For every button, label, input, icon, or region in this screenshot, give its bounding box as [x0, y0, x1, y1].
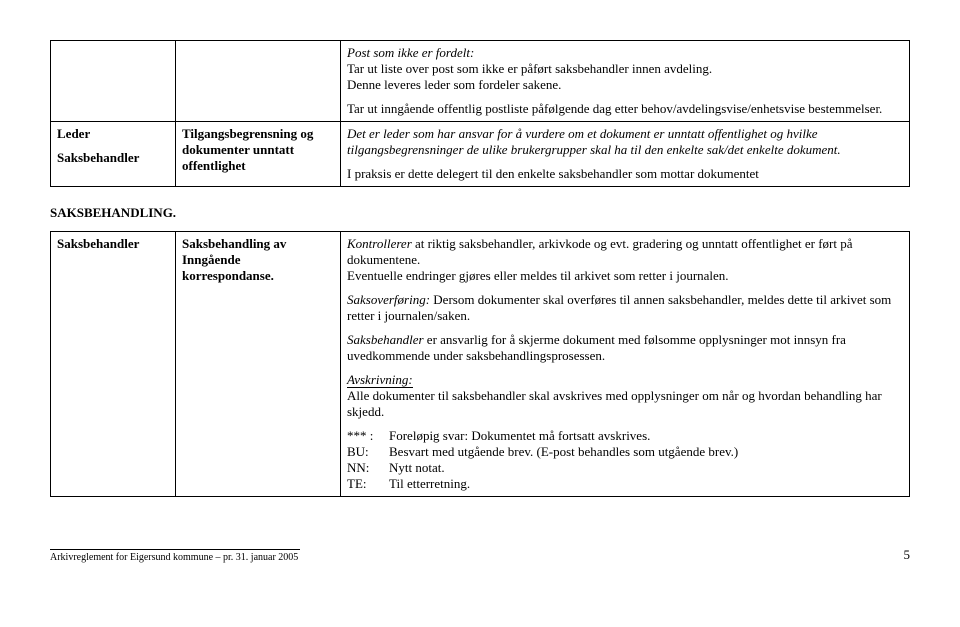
saksbehandler-lead: Saksbehandler: [347, 332, 424, 347]
page-footer: Arkivreglement for Eigersund kommune – p…: [50, 547, 910, 563]
list-item: BU: Besvart med utgående brev. (E-post b…: [347, 444, 903, 460]
list-item: *** : Foreløpig svar: Dokumentet må fort…: [347, 428, 903, 444]
cell-role: Leder Saksbehandler: [51, 122, 176, 187]
avskrivning-list: *** : Foreløpig svar: Dokumentet må fort…: [347, 428, 903, 492]
kontrollerer-rest: at riktig saksbehandler, arkivkode og ev…: [347, 236, 853, 267]
avskrivning-head: Avskrivning:: [347, 373, 413, 388]
cell-topic: Tilgangsbegrensning og dokumenter unntat…: [176, 122, 341, 187]
access-restriction-p1: Det er leder som har ansvar for å vurder…: [347, 126, 903, 158]
kontrollerer-line2: Eventuelle endringer gjøres eller meldes…: [347, 268, 729, 283]
avskrivning-body: Alle dokumenter til saksbehandler skal a…: [347, 388, 882, 419]
cell-desc: Post som ikke er fordelt: Tar ut liste o…: [341, 41, 910, 122]
cell-topic: Saksbehandling av Inngående korrespondan…: [176, 232, 341, 497]
role-saksbehandler: Saksbehandler: [57, 150, 169, 166]
list-code: *** :: [347, 428, 389, 444]
cell-topic: [176, 41, 341, 122]
table-top: Post som ikke er fordelt: Tar ut liste o…: [50, 40, 910, 187]
kontrollerer-lead: Kontrollerer: [347, 236, 412, 251]
access-restriction-p2: I praksis er dette delegert til den enke…: [347, 166, 903, 182]
footer-left: Arkivreglement for Eigersund kommune – p…: [50, 549, 300, 563]
post-not-distributed-l1: Tar ut liste over post som ikke er påfør…: [347, 61, 712, 76]
post-not-distributed-head: Post som ikke er fordelt:: [347, 45, 474, 60]
list-text: Til etterretning.: [389, 476, 470, 492]
public-postlist-text: Tar ut inngående offentlig postliste påf…: [347, 101, 882, 116]
role-leder: Leder: [57, 126, 169, 142]
cell-desc: Det er leder som har ansvar for å vurder…: [341, 122, 910, 187]
footer-page-number: 5: [904, 547, 911, 563]
table-row: Post som ikke er fordelt: Tar ut liste o…: [51, 41, 910, 122]
list-code: TE:: [347, 476, 389, 492]
cell-role: [51, 41, 176, 122]
list-item: TE: Til etterretning.: [347, 476, 903, 492]
list-code: BU:: [347, 444, 389, 460]
section-heading-saksbehandling: SAKSBEHANDLING.: [50, 205, 910, 221]
table-row: Leder Saksbehandler Tilgangsbegrensning …: [51, 122, 910, 187]
list-code: NN:: [347, 460, 389, 476]
list-text: Foreløpig svar: Dokumentet må fortsatt a…: [389, 428, 650, 444]
list-item: NN: Nytt notat.: [347, 460, 903, 476]
list-text: Nytt notat.: [389, 460, 445, 476]
table-saksbehandling: Saksbehandler Saksbehandling av Inngåend…: [50, 231, 910, 497]
list-text: Besvart med utgående brev. (E-post behan…: [389, 444, 738, 460]
cell-role: Saksbehandler: [51, 232, 176, 497]
post-not-distributed-l2: Denne leveres leder som fordeler sakene.: [347, 77, 561, 92]
cell-desc: Kontrollerer at riktig saksbehandler, ar…: [341, 232, 910, 497]
table-row: Saksbehandler Saksbehandling av Inngåend…: [51, 232, 910, 497]
saksoverforing-lead: Saksoverføring:: [347, 292, 430, 307]
